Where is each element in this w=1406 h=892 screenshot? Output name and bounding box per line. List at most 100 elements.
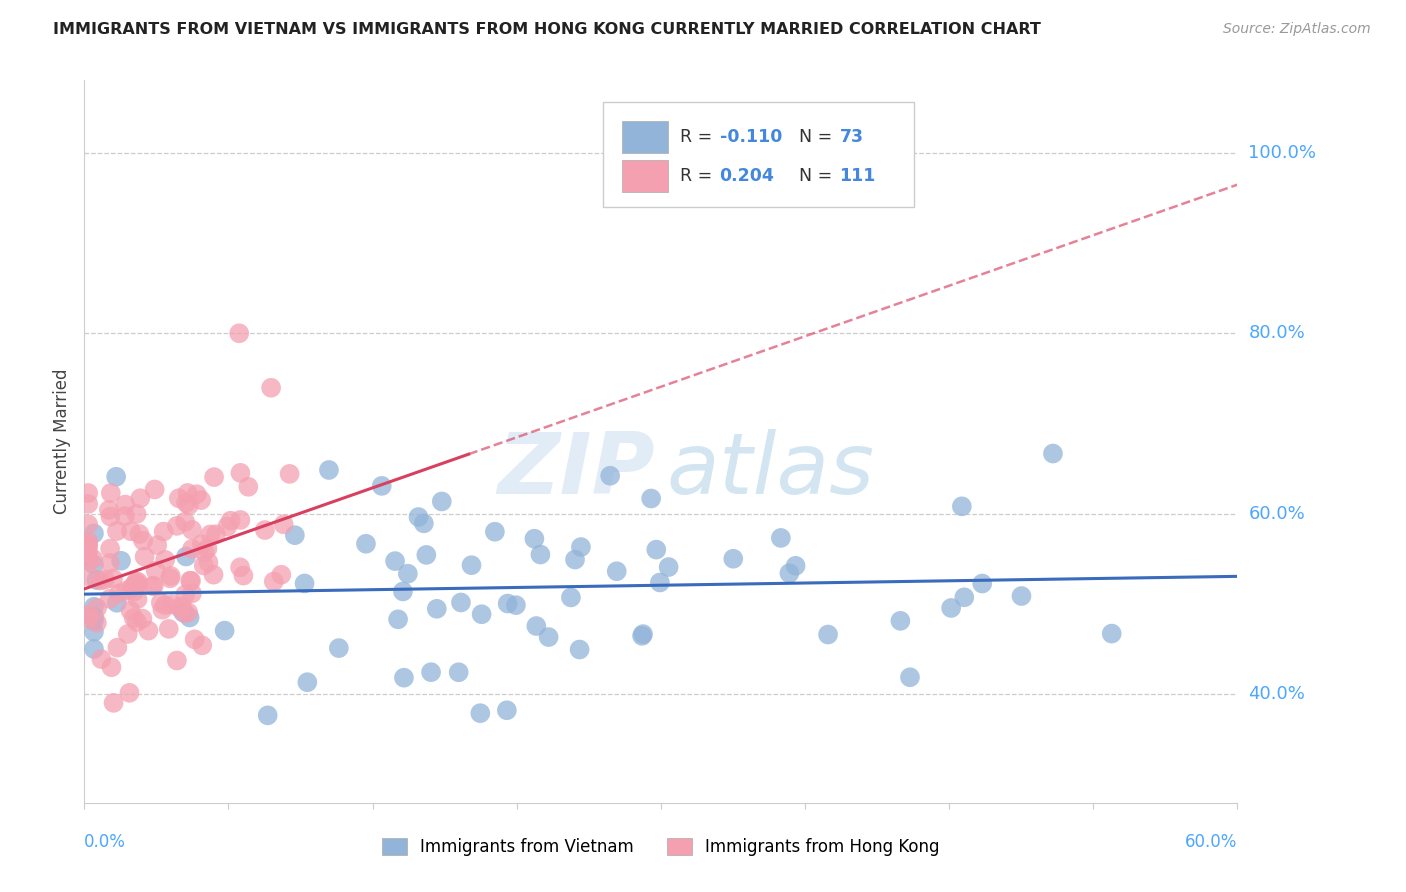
Point	[953, 591, 976, 605]
Point	[83, 642, 105, 657]
Point	[100, 509, 122, 524]
Point	[270, 567, 292, 582]
Point	[941, 601, 963, 615]
Point	[98, 541, 121, 556]
Point	[631, 627, 654, 641]
Point	[150, 603, 173, 617]
Point	[174, 607, 197, 621]
Point	[100, 486, 122, 500]
Point	[100, 660, 122, 674]
Point	[180, 574, 202, 588]
Point	[77, 534, 100, 549]
Point	[778, 566, 800, 581]
Point	[387, 612, 409, 626]
Point	[297, 675, 319, 690]
Text: atlas: atlas	[666, 429, 875, 512]
Point	[122, 584, 145, 599]
Point	[117, 627, 139, 641]
Point	[564, 552, 586, 566]
Text: 80.0%: 80.0%	[1249, 324, 1305, 343]
Point	[631, 629, 654, 643]
Point	[560, 591, 582, 605]
Point	[284, 528, 307, 542]
Point	[172, 606, 194, 620]
Point	[174, 515, 197, 529]
FancyBboxPatch shape	[603, 102, 914, 207]
Point	[392, 671, 415, 685]
Text: N =: N =	[799, 167, 838, 185]
Text: 100.0%: 100.0%	[1249, 144, 1316, 161]
Point	[114, 498, 136, 512]
Point	[181, 523, 204, 537]
Point	[101, 572, 124, 586]
Point	[430, 494, 453, 508]
Point	[174, 496, 197, 510]
Point	[200, 527, 222, 541]
Point	[77, 517, 100, 532]
Point	[77, 545, 100, 559]
Point	[124, 577, 146, 591]
Point	[228, 326, 250, 341]
Point	[179, 574, 201, 588]
Point	[142, 579, 165, 593]
Point	[537, 630, 560, 644]
Point	[89, 574, 111, 588]
Text: 60.0%: 60.0%	[1249, 505, 1305, 523]
Point	[260, 381, 283, 395]
Point	[181, 586, 204, 600]
Text: 111: 111	[839, 167, 876, 185]
Text: ZIP: ZIP	[498, 429, 655, 512]
Point	[79, 570, 101, 584]
Point	[181, 541, 204, 556]
Point	[77, 607, 100, 622]
Text: 40.0%: 40.0%	[1249, 685, 1305, 704]
Point	[505, 598, 527, 612]
Point	[176, 486, 198, 500]
Point	[889, 614, 911, 628]
Point	[153, 553, 176, 567]
Point	[149, 596, 172, 610]
Point	[127, 574, 149, 589]
Point	[569, 540, 592, 554]
Point	[86, 615, 108, 630]
Point	[217, 519, 239, 533]
Point	[197, 555, 219, 569]
Point	[170, 599, 193, 614]
Point	[415, 548, 437, 562]
Point	[143, 483, 166, 497]
Point	[121, 581, 143, 595]
Point	[599, 468, 621, 483]
Point	[568, 642, 591, 657]
Point	[159, 571, 181, 585]
Point	[396, 566, 419, 581]
Point	[86, 601, 108, 615]
Point	[898, 670, 921, 684]
Point	[202, 470, 225, 484]
Point	[83, 558, 105, 572]
Text: R =: R =	[681, 128, 718, 145]
Point	[82, 552, 104, 566]
Point	[134, 549, 156, 564]
Point	[110, 554, 132, 568]
Point	[529, 548, 551, 562]
Point	[98, 591, 121, 606]
Point	[496, 597, 519, 611]
Point	[723, 551, 745, 566]
Point	[197, 541, 219, 556]
Point	[160, 598, 183, 612]
Point	[412, 516, 434, 531]
Point	[658, 560, 681, 574]
Point	[471, 607, 494, 622]
Point	[77, 539, 100, 553]
Point	[408, 510, 430, 524]
Point	[640, 491, 662, 506]
Point	[256, 708, 278, 723]
Point	[146, 538, 169, 552]
Point	[105, 640, 128, 655]
Point	[371, 479, 394, 493]
FancyBboxPatch shape	[621, 120, 668, 153]
Point	[77, 549, 100, 564]
Point	[950, 500, 973, 514]
Point	[470, 706, 492, 721]
Point	[127, 592, 149, 607]
